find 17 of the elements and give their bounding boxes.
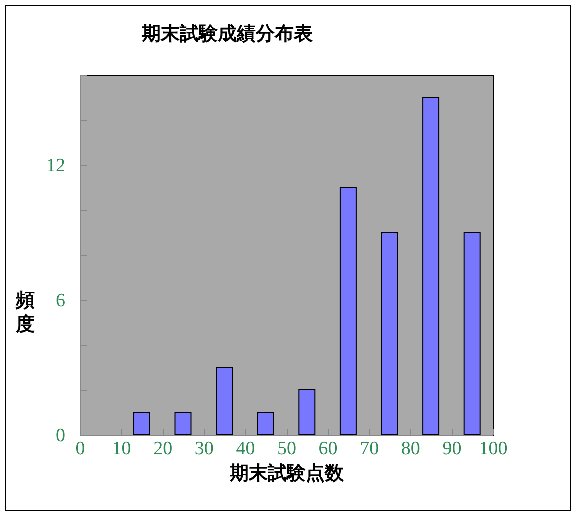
x-tick-label: 30	[194, 438, 214, 460]
x-tick-label: 0	[76, 438, 86, 460]
x-tick-label: 90	[442, 438, 462, 460]
y-tick-label: 6	[56, 290, 66, 312]
x-tick-label: 60	[318, 438, 338, 460]
y-tick-label: 12	[46, 156, 66, 176]
y-axis-title: 頻度	[15, 290, 35, 336]
y-tick-label: 0	[56, 426, 66, 446]
x-tick-label: 40	[236, 438, 256, 460]
x-tick-label: 10	[112, 438, 132, 460]
x-tick-label: 100	[479, 438, 508, 460]
x-axis-title: 期末試験点数	[229, 462, 345, 484]
chart-title: 期末試験成績分布表	[141, 23, 314, 45]
x-tick-label: 70	[360, 438, 380, 460]
x-tick-label: 20	[154, 438, 173, 460]
x-tick-label: 50	[278, 438, 296, 460]
x-tick-label: 80	[401, 438, 420, 460]
